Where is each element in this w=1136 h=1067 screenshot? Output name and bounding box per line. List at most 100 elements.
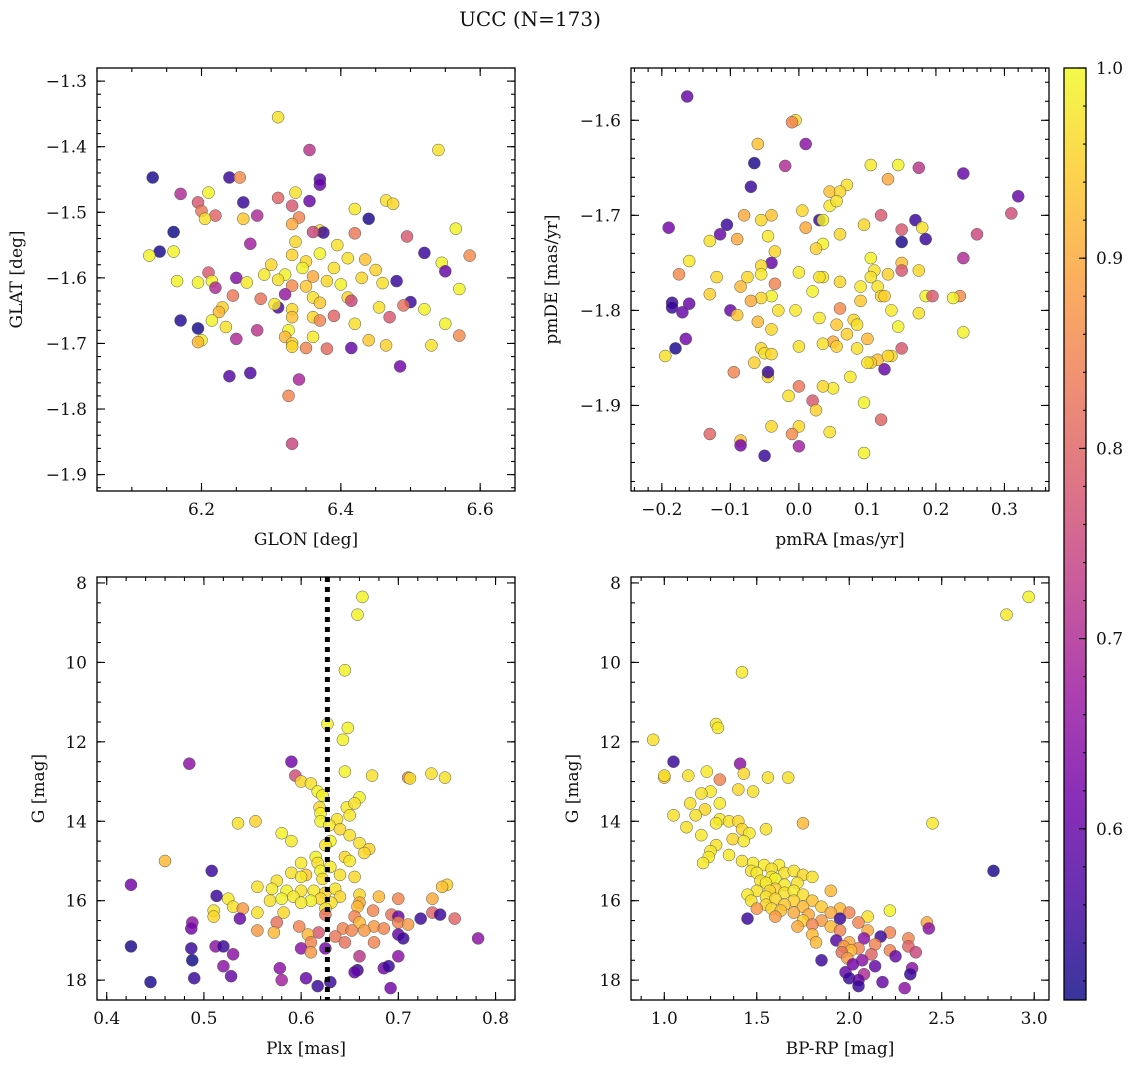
data-point xyxy=(313,178,327,191)
y-tick-label: 12 xyxy=(599,733,621,753)
data-point xyxy=(345,294,358,308)
y-tick-label: 18 xyxy=(599,971,621,991)
data-point xyxy=(277,906,290,919)
data-point xyxy=(881,268,895,281)
data-point xyxy=(881,349,895,363)
data-point xyxy=(348,227,362,240)
data-point xyxy=(824,906,838,919)
data-point xyxy=(285,310,299,324)
data-point xyxy=(205,314,219,327)
data-point xyxy=(680,820,693,834)
data-point xyxy=(367,936,381,949)
data-point xyxy=(327,309,341,323)
data-point xyxy=(957,326,970,339)
data-point xyxy=(852,979,865,993)
y-tick-label: −1.8 xyxy=(46,400,87,420)
x-tick-label: 0.8 xyxy=(482,1009,509,1029)
data-point xyxy=(765,323,778,336)
data-point xyxy=(672,268,686,281)
data-point xyxy=(401,918,415,931)
data-point xyxy=(926,289,939,303)
data-point xyxy=(1000,608,1013,621)
data-point xyxy=(223,369,236,383)
data-point xyxy=(158,854,172,868)
data-point xyxy=(463,249,476,262)
x-tick-label: 0.4 xyxy=(93,1009,120,1029)
data-point xyxy=(231,817,245,830)
colorbar-fill xyxy=(1064,68,1086,1000)
y-tick-label: 16 xyxy=(599,892,621,912)
y-tick-label: −1.3 xyxy=(46,72,87,92)
colorbar: 0.6 0.7 0.8 0.9 1.0 xyxy=(1063,59,1123,1001)
data-point xyxy=(768,277,782,291)
data-point xyxy=(356,590,369,604)
data-point xyxy=(271,273,285,287)
data-point xyxy=(285,279,299,292)
data-point xyxy=(146,171,159,184)
data-point xyxy=(792,266,806,279)
data-point xyxy=(369,263,382,277)
data-point xyxy=(861,332,874,346)
data-point xyxy=(754,268,768,281)
points-glon-glat xyxy=(143,110,476,451)
y-tick-label: 10 xyxy=(599,653,621,673)
data-point xyxy=(741,912,754,925)
data-point xyxy=(233,171,247,184)
data-point xyxy=(865,948,878,961)
data-point xyxy=(392,892,405,905)
data-point xyxy=(299,971,313,985)
data-point xyxy=(796,204,809,217)
data-point xyxy=(438,771,452,784)
data-point xyxy=(396,932,410,945)
data-point xyxy=(278,288,292,301)
y-axis-label: GLAT [deg] xyxy=(7,230,27,328)
data-point xyxy=(868,959,882,973)
data-point xyxy=(696,856,710,870)
data-point xyxy=(816,337,830,350)
data-point xyxy=(304,777,318,790)
data-point xyxy=(703,234,717,248)
y-tick-label: −1.7 xyxy=(46,334,87,354)
data-point xyxy=(833,228,847,241)
data-point xyxy=(919,232,932,246)
data-point xyxy=(854,294,867,308)
x-tick-label: 0.3 xyxy=(991,500,1018,520)
x-axis-label: Plx [mas] xyxy=(266,1039,346,1059)
data-point xyxy=(850,342,864,355)
y-tick-label: −1.6 xyxy=(46,269,87,289)
data-point xyxy=(758,449,771,463)
data-point xyxy=(726,832,739,846)
x-tick-label: 0.0 xyxy=(785,500,812,520)
x-tick-label: 6.6 xyxy=(467,500,494,520)
data-point xyxy=(695,828,708,842)
data-point xyxy=(348,870,361,884)
data-point xyxy=(813,311,826,325)
data-point xyxy=(689,809,702,822)
colorbar-tick-label: 0.6 xyxy=(1096,820,1123,840)
data-point xyxy=(857,446,871,460)
data-point xyxy=(285,755,298,768)
y-tick-label: 18 xyxy=(65,971,87,991)
data-point xyxy=(700,765,714,778)
data-point xyxy=(143,249,156,262)
y-tick-label: −1.9 xyxy=(580,396,621,416)
data-point xyxy=(393,360,407,373)
y-tick-label: −1.7 xyxy=(580,206,621,226)
data-point xyxy=(304,946,318,959)
x-tick-label: 6.2 xyxy=(188,500,215,520)
x-tick-label: 6.4 xyxy=(327,500,354,520)
x-axis-label: GLON [deg] xyxy=(254,530,358,550)
data-point xyxy=(217,959,230,973)
data-point xyxy=(345,341,358,355)
data-point xyxy=(750,902,764,915)
points-pmra-pmde xyxy=(659,90,1025,463)
data-point xyxy=(237,212,250,226)
data-point xyxy=(285,437,299,451)
x-axis-label: pmRA [mas/yr] xyxy=(775,530,904,550)
y-axis-label: G [mag] xyxy=(29,754,49,823)
data-point xyxy=(392,950,405,963)
data-point xyxy=(830,318,843,331)
y-tick-label: −1.5 xyxy=(46,203,87,223)
data-point xyxy=(275,973,288,987)
axes-frame xyxy=(630,576,1050,1001)
